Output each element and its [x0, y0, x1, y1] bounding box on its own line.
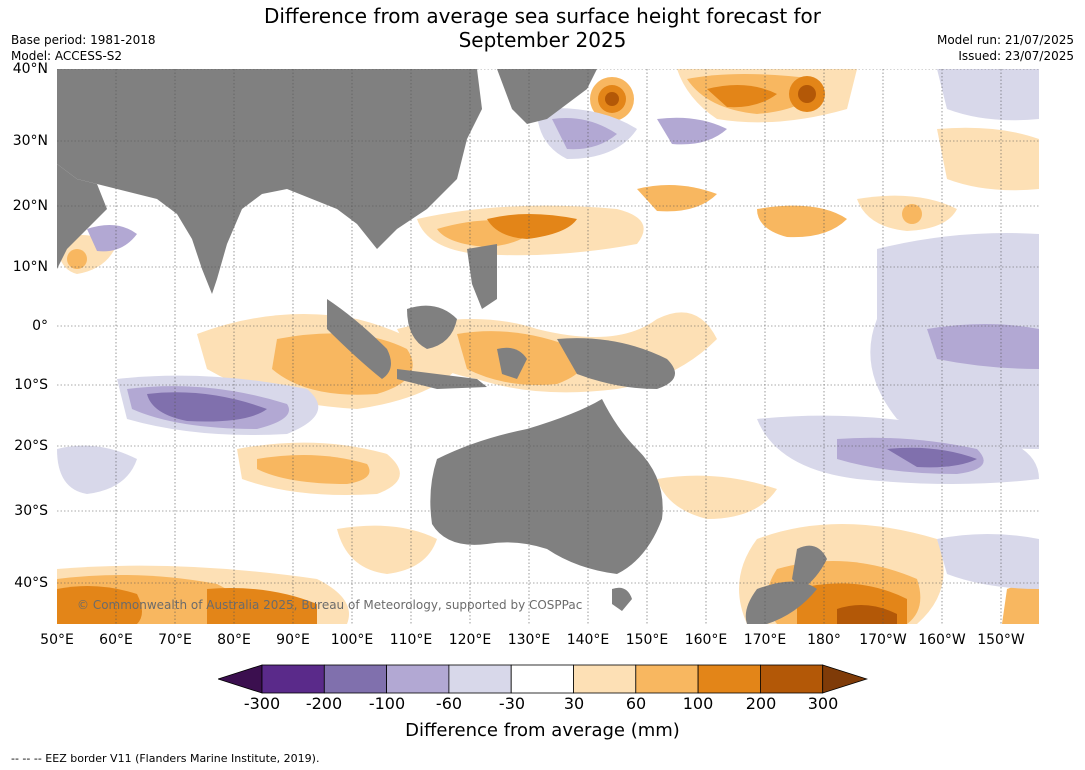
cb-tick-neg30: -30	[498, 694, 526, 713]
colorbar-bin	[510, 664, 574, 694]
cb-tick-60: 60	[625, 694, 647, 713]
lat-label-10n: 10°N	[12, 259, 48, 275]
eez-footnote: -- -- -- EEZ border V11 (Flanders Marine…	[11, 752, 320, 765]
colorbar-bin	[386, 664, 450, 694]
cb-tick-neg60: -60	[435, 694, 463, 713]
colorbar-bin	[448, 664, 512, 694]
lon-label-150e: 150°E	[625, 632, 669, 648]
lon-label-70e: 70°E	[158, 632, 192, 648]
lat-label-20s: 20°S	[14, 438, 48, 454]
colorbar-bin	[323, 664, 388, 694]
cb-tick-30: 30	[563, 694, 585, 713]
title-line-2: September 2025	[458, 28, 627, 52]
cb-tick-300: 300	[807, 694, 839, 713]
lat-label-30s: 30°S	[14, 503, 48, 519]
meta-left: Base period: 1981-2018 Model: ACCESS-S2	[11, 32, 156, 64]
lat-label-40s: 40°S	[14, 575, 48, 591]
map-canvas	[57, 69, 1039, 624]
lon-label-160w: 160°W	[918, 632, 966, 648]
colorbar-bin	[760, 664, 824, 694]
base-period: Base period: 1981-2018	[11, 33, 156, 47]
issued-date: Issued: 23/07/2025	[958, 49, 1074, 63]
lon-label-120e: 120°E	[448, 632, 492, 648]
lat-label-10s: 10°S	[14, 377, 48, 393]
lon-label-170e: 170°E	[743, 632, 787, 648]
colorbar-arrow-high	[822, 664, 868, 694]
lon-label-90e: 90°E	[276, 632, 310, 648]
colorbar-bin	[697, 664, 761, 694]
lat-label-30n: 30°N	[12, 133, 48, 149]
map-title: Difference from average sea surface heig…	[0, 4, 1085, 52]
lon-label-130e: 130°E	[507, 632, 551, 648]
lat-label-20n: 20°N	[12, 198, 48, 214]
lon-label-180: 180°	[807, 632, 841, 648]
lon-label-80e: 80°E	[217, 632, 251, 648]
model-name: Model: ACCESS-S2	[11, 49, 123, 63]
landmasses	[57, 69, 827, 624]
lon-label-170w: 170°W	[859, 632, 907, 648]
colorbar-bin	[261, 664, 325, 694]
cb-tick-neg200: -200	[305, 694, 343, 713]
colorbar-bin	[635, 664, 699, 694]
lon-label-160e: 160°E	[684, 632, 728, 648]
lon-label-110e: 110°E	[389, 632, 433, 648]
cb-tick-neg300: -300	[243, 694, 281, 713]
model-run: Model run: 21/07/2025	[936, 33, 1074, 47]
meta-right: Model run: 21/07/2025 Issued: 23/07/2025	[937, 32, 1074, 64]
title-line-1: Difference from average sea surface heig…	[263, 4, 822, 28]
cb-tick-200: 200	[745, 694, 777, 713]
colorbar-label: Difference from average (mm)	[405, 720, 680, 741]
lon-label-140e: 140°E	[566, 632, 610, 648]
graticule	[57, 69, 1039, 624]
negative-anomalies	[57, 69, 1039, 589]
lat-label-0: 0°	[32, 318, 48, 334]
cb-tick-neg100: -100	[368, 694, 406, 713]
lon-label-100e: 100°E	[330, 632, 374, 648]
colorbar	[218, 664, 868, 694]
lon-label-50e: 50°E	[40, 632, 74, 648]
lon-label-60e: 60°E	[99, 632, 133, 648]
copyright-notice: © Commonwealth of Australia 2025, Bureau…	[77, 598, 583, 612]
map-area[interactable]	[57, 69, 1039, 624]
colorbar-arrow-low	[218, 664, 263, 694]
cb-tick-100: 100	[682, 694, 714, 713]
lon-label-150w: 150°W	[977, 632, 1025, 648]
lat-label-40n: 40°N	[12, 61, 48, 77]
colorbar-bin	[573, 664, 637, 694]
